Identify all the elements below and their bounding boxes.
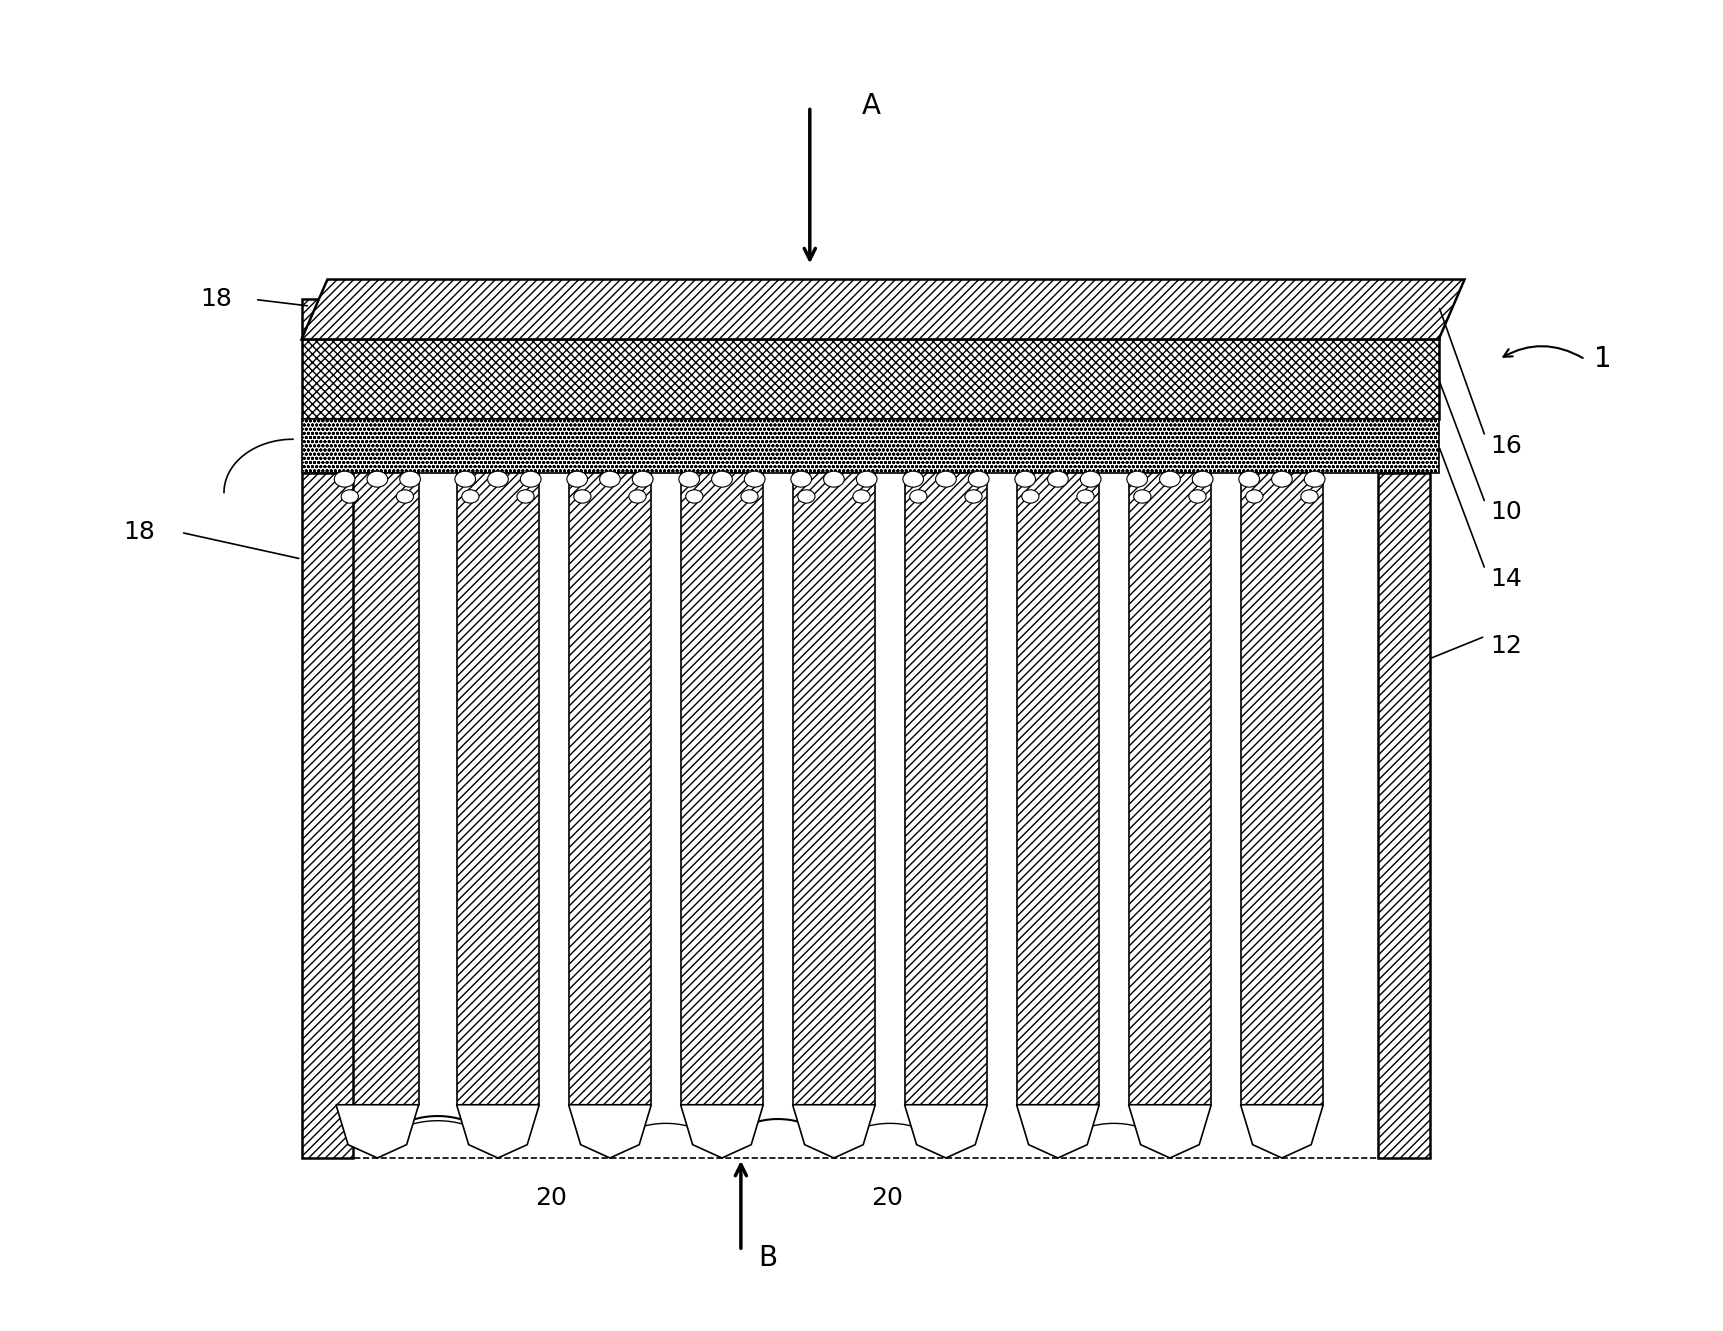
Circle shape <box>1077 490 1094 503</box>
Text: B: B <box>758 1243 777 1272</box>
Circle shape <box>520 471 541 487</box>
Circle shape <box>567 471 588 487</box>
Circle shape <box>334 471 355 487</box>
Circle shape <box>396 490 414 503</box>
Text: 18: 18 <box>202 287 233 311</box>
Text: A: A <box>862 92 880 121</box>
Bar <box>793 473 875 1105</box>
Bar <box>302 473 353 1158</box>
Circle shape <box>1048 471 1068 487</box>
Bar <box>1241 473 1323 1105</box>
Circle shape <box>600 471 620 487</box>
Bar <box>1017 473 1099 1105</box>
Polygon shape <box>793 1105 875 1158</box>
Circle shape <box>1272 471 1292 487</box>
Circle shape <box>455 471 476 487</box>
Circle shape <box>798 490 815 503</box>
Circle shape <box>903 471 924 487</box>
Circle shape <box>965 490 982 503</box>
Bar <box>302 419 1439 473</box>
Polygon shape <box>302 280 1465 339</box>
Circle shape <box>1301 490 1318 503</box>
Circle shape <box>488 471 508 487</box>
Circle shape <box>1246 490 1263 503</box>
Text: 20: 20 <box>536 1186 567 1210</box>
Circle shape <box>462 490 479 503</box>
Circle shape <box>679 471 700 487</box>
Bar <box>681 473 763 1105</box>
Circle shape <box>741 490 758 503</box>
Circle shape <box>1160 471 1180 487</box>
Circle shape <box>1189 490 1206 503</box>
Text: 16: 16 <box>1490 434 1521 458</box>
Polygon shape <box>457 1105 539 1158</box>
Text: 12: 12 <box>1490 634 1521 658</box>
Circle shape <box>629 490 646 503</box>
Polygon shape <box>1241 1105 1323 1158</box>
Bar <box>336 473 419 1105</box>
Polygon shape <box>1017 1105 1099 1158</box>
Text: 20: 20 <box>872 1186 903 1210</box>
Polygon shape <box>905 1105 987 1158</box>
Bar <box>302 299 1439 339</box>
Polygon shape <box>1129 1105 1211 1158</box>
Circle shape <box>367 471 388 487</box>
Bar <box>457 473 539 1105</box>
Circle shape <box>1080 471 1101 487</box>
Circle shape <box>910 490 927 503</box>
Circle shape <box>824 471 844 487</box>
Circle shape <box>853 490 870 503</box>
Circle shape <box>686 490 703 503</box>
Circle shape <box>400 471 420 487</box>
Text: 1: 1 <box>1594 345 1611 374</box>
Circle shape <box>1192 471 1213 487</box>
Circle shape <box>1304 471 1325 487</box>
Circle shape <box>791 471 812 487</box>
Polygon shape <box>569 1105 651 1158</box>
Polygon shape <box>681 1105 763 1158</box>
Bar <box>905 473 987 1105</box>
Circle shape <box>744 471 765 487</box>
Circle shape <box>1127 471 1148 487</box>
Text: 14: 14 <box>1490 567 1521 591</box>
Circle shape <box>632 471 653 487</box>
Text: 18: 18 <box>124 520 155 544</box>
Circle shape <box>341 490 358 503</box>
Bar <box>1129 473 1211 1105</box>
Bar <box>1378 473 1430 1158</box>
Circle shape <box>574 490 591 503</box>
Circle shape <box>856 471 877 487</box>
Bar <box>302 339 1439 419</box>
Bar <box>310 319 1430 1158</box>
Circle shape <box>1239 471 1260 487</box>
Text: 10: 10 <box>1490 500 1521 524</box>
Circle shape <box>1134 490 1151 503</box>
Circle shape <box>712 471 732 487</box>
Circle shape <box>1022 490 1039 503</box>
Circle shape <box>517 490 534 503</box>
Circle shape <box>936 471 956 487</box>
Bar <box>569 473 651 1105</box>
Circle shape <box>968 471 989 487</box>
Circle shape <box>1015 471 1036 487</box>
Polygon shape <box>336 1105 419 1158</box>
